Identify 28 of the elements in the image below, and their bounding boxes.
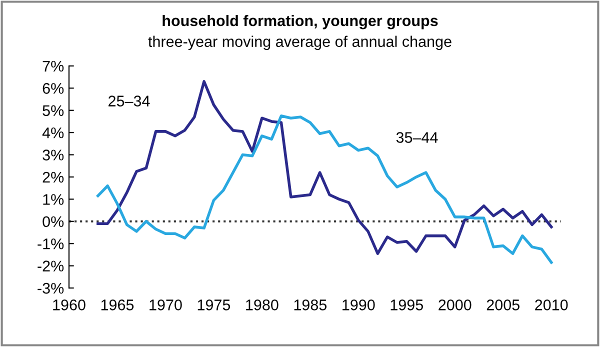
y-tick-label: 0%: [42, 216, 64, 228]
y-tick-label: -3%: [38, 282, 64, 294]
y-tick-label: -1%: [38, 238, 64, 250]
x-tick-label: 1965: [101, 300, 134, 310]
y-tick-label: 3%: [42, 150, 64, 160]
series-label: 25–34: [108, 96, 150, 106]
y-tick-label: 2%: [42, 172, 64, 183]
y-tick-label: -2%: [38, 260, 64, 272]
x-tick-label: 1960: [53, 300, 86, 310]
y-tick-label: 1%: [43, 194, 64, 205]
series-label: 35–44: [396, 132, 438, 143]
x-tick-label: 1970: [150, 300, 182, 310]
y-tick-label: 4%: [42, 127, 64, 138]
x-tick-label: 2005: [486, 300, 520, 310]
x-tick-label: 2010: [535, 300, 568, 310]
chart-title: household formation, younger groups: [162, 14, 438, 30]
x-tick-label: 2000: [438, 300, 472, 310]
y-tick-label: 6%: [42, 83, 64, 94]
x-tick-label: 1980: [246, 300, 278, 310]
y-tick-label: 5%: [42, 105, 64, 116]
line-series: [96, 80, 553, 255]
x-tick-label: 1985: [294, 300, 327, 310]
chart-subtitle: three-year moving average of annual change: [148, 36, 452, 50]
x-tick-label: 1990: [342, 300, 375, 310]
x-tick-label: 1995: [390, 300, 423, 310]
x-tick-label: 1975: [198, 300, 230, 310]
line-series: [96, 114, 553, 264]
y-tick-label: 7%: [42, 60, 64, 72]
